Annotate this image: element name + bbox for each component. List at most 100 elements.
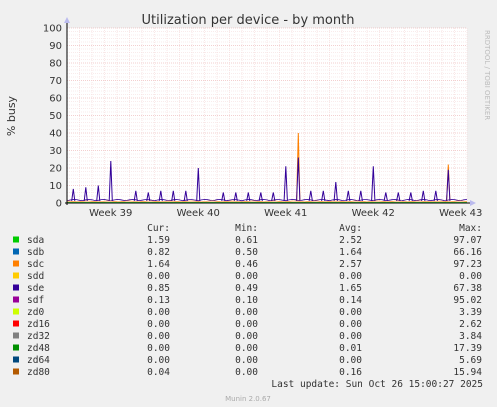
spike-mark bbox=[171, 190, 176, 201]
legend-column-header: Max: bbox=[459, 223, 482, 234]
legend-swatch bbox=[13, 308, 19, 315]
legend-swatch bbox=[13, 248, 19, 255]
legend-column-header: Min: bbox=[235, 223, 258, 234]
y-tick-label: 70 bbox=[49, 76, 62, 87]
y-tick-label: 100 bbox=[43, 24, 62, 35]
spike-mark bbox=[396, 192, 401, 201]
legend-value-max: 3.84 bbox=[459, 331, 482, 342]
legend-value-avg: 0.00 bbox=[339, 319, 362, 330]
x-tick-label: Week 39 bbox=[89, 208, 132, 219]
legend-value-cur: 0.00 bbox=[147, 319, 170, 330]
legend-value-max: 3.39 bbox=[459, 307, 482, 318]
legend-value-avg: 0.00 bbox=[339, 307, 362, 318]
legend-value-max: 2.62 bbox=[459, 319, 482, 330]
legend-series-name: sdb bbox=[27, 247, 44, 258]
legend-value-max: 0.00 bbox=[459, 271, 482, 282]
legend-swatch bbox=[13, 284, 19, 291]
legend-value-min: 0.00 bbox=[235, 307, 258, 318]
legend-swatch bbox=[13, 368, 19, 375]
legend-swatch bbox=[13, 344, 19, 351]
spike-mark bbox=[308, 190, 313, 201]
y-tick-label: 10 bbox=[49, 181, 62, 192]
y-tick-label: 80 bbox=[49, 59, 62, 70]
spike-mark bbox=[146, 192, 151, 201]
legend-series-name: zd16 bbox=[27, 319, 50, 330]
legend-column-header: Cur: bbox=[147, 223, 170, 234]
legend-value-cur: 0.00 bbox=[147, 271, 170, 282]
spike-mark bbox=[408, 192, 413, 201]
legend-value-max: 66.16 bbox=[453, 247, 482, 258]
series-line-baseline bbox=[66, 199, 468, 202]
munin-version: Munin 2.0.67 bbox=[225, 395, 271, 403]
legend-value-avg: 1.65 bbox=[339, 283, 362, 294]
legend-value-cur: 0.13 bbox=[147, 295, 170, 306]
legend-value-cur: 0.00 bbox=[147, 343, 170, 354]
legend-value-cur: 0.85 bbox=[147, 283, 170, 294]
spike-mark bbox=[221, 192, 226, 201]
legend-value-max: 17.39 bbox=[453, 343, 482, 354]
x-tick-label: Week 42 bbox=[352, 208, 395, 219]
legend-value-min: 0.61 bbox=[235, 235, 258, 246]
chart-title: Utilization per device - by month bbox=[142, 13, 355, 28]
y-tick-label: 30 bbox=[49, 146, 62, 157]
legend-swatch bbox=[13, 272, 19, 279]
spike-mark bbox=[71, 188, 76, 201]
legend-value-min: 0.49 bbox=[235, 283, 258, 294]
legend-value-min: 0.10 bbox=[235, 295, 258, 306]
legend-series-name: zd64 bbox=[27, 355, 50, 366]
legend-value-avg: 0.16 bbox=[339, 367, 362, 378]
spike-mark bbox=[433, 190, 438, 201]
legend-value-max: 97.23 bbox=[453, 259, 482, 270]
x-axis-arrow bbox=[470, 200, 476, 206]
legend-series-name: sdc bbox=[27, 259, 44, 270]
rrdtool-watermark: RRDTOOL / TOBI OETIKER bbox=[483, 30, 491, 120]
spike-mark bbox=[258, 192, 263, 201]
legend-value-min: 0.46 bbox=[235, 259, 258, 270]
legend-value-min: 0.00 bbox=[235, 355, 258, 366]
legend-value-max: 15.94 bbox=[453, 367, 482, 378]
grid bbox=[66, 27, 468, 204]
spike-mark bbox=[283, 166, 288, 201]
legend-series-name: zd48 bbox=[27, 343, 50, 354]
legend-series-name: zd80 bbox=[27, 367, 50, 378]
y-tick-label: 0 bbox=[56, 199, 62, 210]
y-tick-label: 20 bbox=[49, 164, 62, 175]
series-layer bbox=[66, 132, 468, 203]
legend-value-cur: 1.59 bbox=[147, 235, 170, 246]
legend-value-avg: 0.01 bbox=[339, 343, 362, 354]
legend-swatch bbox=[13, 260, 19, 267]
legend-value-max: 95.02 bbox=[453, 295, 482, 306]
legend-value-avg: 0.00 bbox=[339, 271, 362, 282]
legend-series-name: sdf bbox=[27, 295, 44, 306]
spike-mark bbox=[108, 160, 113, 201]
last-update: Last update: Sun Oct 26 15:00:27 2025 bbox=[271, 379, 483, 390]
legend-value-min: 0.00 bbox=[235, 367, 258, 378]
x-tick-label: Week 40 bbox=[177, 208, 220, 219]
legend-swatch bbox=[13, 356, 19, 363]
legend: Cur: Min: Avg: Max: sda 1.59 0.61 2.52 97.07 sdb 0… bbox=[13, 223, 482, 378]
legend-value-max: 67.38 bbox=[453, 283, 482, 294]
spike-mark bbox=[196, 167, 201, 201]
axes: 0 10 20 30 40 50 60 70 80 90 100 Week 39 Week 40 Week… bbox=[43, 17, 482, 219]
legend-value-max: 97.07 bbox=[453, 235, 482, 246]
legend-value-cur: 0.00 bbox=[147, 355, 170, 366]
spike-mark bbox=[183, 190, 188, 201]
y-tick-label: 60 bbox=[49, 94, 62, 105]
x-tick-label: Week 43 bbox=[439, 208, 482, 219]
legend-series-name: zd0 bbox=[27, 307, 44, 318]
spike-mark bbox=[358, 190, 363, 201]
legend-swatch bbox=[13, 320, 19, 327]
legend-series-name: sde bbox=[27, 283, 44, 294]
legend-value-avg: 2.57 bbox=[339, 259, 362, 270]
spike-mark bbox=[446, 169, 451, 201]
spike-mark bbox=[333, 181, 338, 201]
y-tick-label: 90 bbox=[49, 41, 62, 52]
legend-value-avg: 2.52 bbox=[339, 235, 362, 246]
legend-swatch bbox=[13, 332, 19, 339]
legend-swatch bbox=[13, 236, 19, 243]
x-tick-label: Week 41 bbox=[264, 208, 307, 219]
spike-mark bbox=[83, 187, 88, 201]
spike-mark bbox=[321, 190, 326, 201]
spike-mark bbox=[233, 192, 238, 201]
legend-series-name: sdd bbox=[27, 271, 44, 282]
